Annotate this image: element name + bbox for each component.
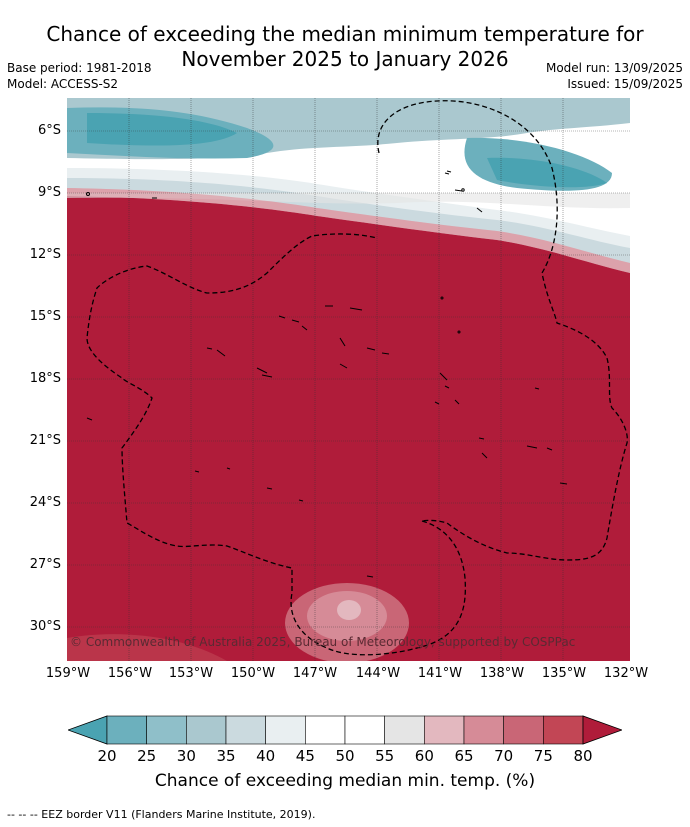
colorbar-extend-low <box>68 715 108 745</box>
colorbar-cell <box>384 715 425 745</box>
band-70 <box>67 188 630 273</box>
chart-title: Chance of exceeding the median minimum t… <box>0 22 690 72</box>
title-line-2: November 2025 to January 2026 <box>181 47 509 71</box>
issued-date: Issued: 15/09/2025 <box>567 77 683 91</box>
colorbar-tick-label: 75 <box>533 747 553 765</box>
map-area <box>67 98 630 661</box>
meta-right: Model run: 13/09/2025 Issued: 15/09/2025 <box>546 60 683 92</box>
lon-label-141w: 141°W <box>417 666 463 681</box>
colorbar-tick-label: 40 <box>256 747 276 765</box>
lat-label-30s: 30°S <box>29 619 61 634</box>
colorbar-cell <box>503 715 544 745</box>
lat-label-15s: 15°S <box>29 309 61 324</box>
colorbar-tick-label: 30 <box>176 747 196 765</box>
title-line-1: Chance of exceeding the median minimum t… <box>46 22 644 46</box>
lat-label-21s: 21°S <box>29 433 61 448</box>
eez-east <box>377 100 628 561</box>
eez-west <box>86 233 466 656</box>
lat-label-12s: 12°S <box>29 247 61 262</box>
colorbar-extend-high <box>582 715 622 745</box>
islands <box>86 170 568 578</box>
colorbar-cell <box>463 715 504 745</box>
colorbar-cell <box>543 715 584 745</box>
eez-border <box>86 100 628 656</box>
eez-legend-footer: -- -- -- EEZ border V11 (Flanders Marine… <box>7 808 316 821</box>
base-period: Base period: 1981-2018 <box>7 61 152 75</box>
lon-label-132w: 132°W <box>603 666 649 681</box>
lat-label-24s: 24°S <box>29 495 61 510</box>
colorbar-cell <box>424 715 465 745</box>
lat-label-6s: 6°S <box>37 123 61 138</box>
lon-label-159w: 159°W <box>45 666 91 681</box>
model-run: Model run: 13/09/2025 <box>545 61 683 75</box>
lon-label-135w: 135°W <box>541 666 587 681</box>
colorbar-tick-label: 20 <box>97 747 117 765</box>
colorbar-cell <box>265 715 306 745</box>
lon-label-153w: 153°W <box>168 666 214 681</box>
copyright-notice: © Commonwealth of Australia 2025, Bureau… <box>70 635 576 649</box>
band-20-west <box>87 113 237 146</box>
lat-label-27s: 27°S <box>29 557 61 572</box>
colorbar-tick-label: 45 <box>295 747 315 765</box>
meta-left: Base period: 1981-2018 Model: ACCESS-S2 <box>7 60 152 92</box>
colorbar-cell <box>146 715 187 745</box>
band-20-east <box>487 157 607 188</box>
south-west-band <box>67 634 227 661</box>
colorbar <box>68 715 622 745</box>
colorbar-cell <box>225 715 266 745</box>
lat-label-9s: 9°S <box>37 185 61 200</box>
lon-label-138w: 138°W <box>479 666 525 681</box>
lon-label-147w: 147°W <box>292 666 338 681</box>
lon-label-144w: 144°W <box>355 666 401 681</box>
colorbar-cell <box>186 715 227 745</box>
colorbar-cell <box>106 715 147 745</box>
colorbar-tick-label: 35 <box>216 747 236 765</box>
lon-label-150w: 150°W <box>230 666 276 681</box>
colorbar-tick-label: 55 <box>375 747 395 765</box>
colorbar-cell <box>344 715 385 745</box>
colorbar-tick-label: 50 <box>335 747 355 765</box>
lat-label-18s: 18°S <box>29 371 61 386</box>
colorbar-tick-label: 80 <box>573 747 593 765</box>
map-svg <box>67 98 630 661</box>
colorbar-title: Chance of exceeding median min. temp. (%… <box>154 771 536 791</box>
colorbar-tick-label: 65 <box>454 747 474 765</box>
colorbar-tick-label: 60 <box>414 747 434 765</box>
south-band-65 <box>337 600 361 620</box>
colorbar-tick-label: 25 <box>137 747 157 765</box>
model-name: Model: ACCESS-S2 <box>7 77 119 91</box>
colorbar-tick-label: 70 <box>494 747 514 765</box>
lon-label-156w: 156°W <box>107 666 153 681</box>
colorbar-cell <box>305 715 346 745</box>
